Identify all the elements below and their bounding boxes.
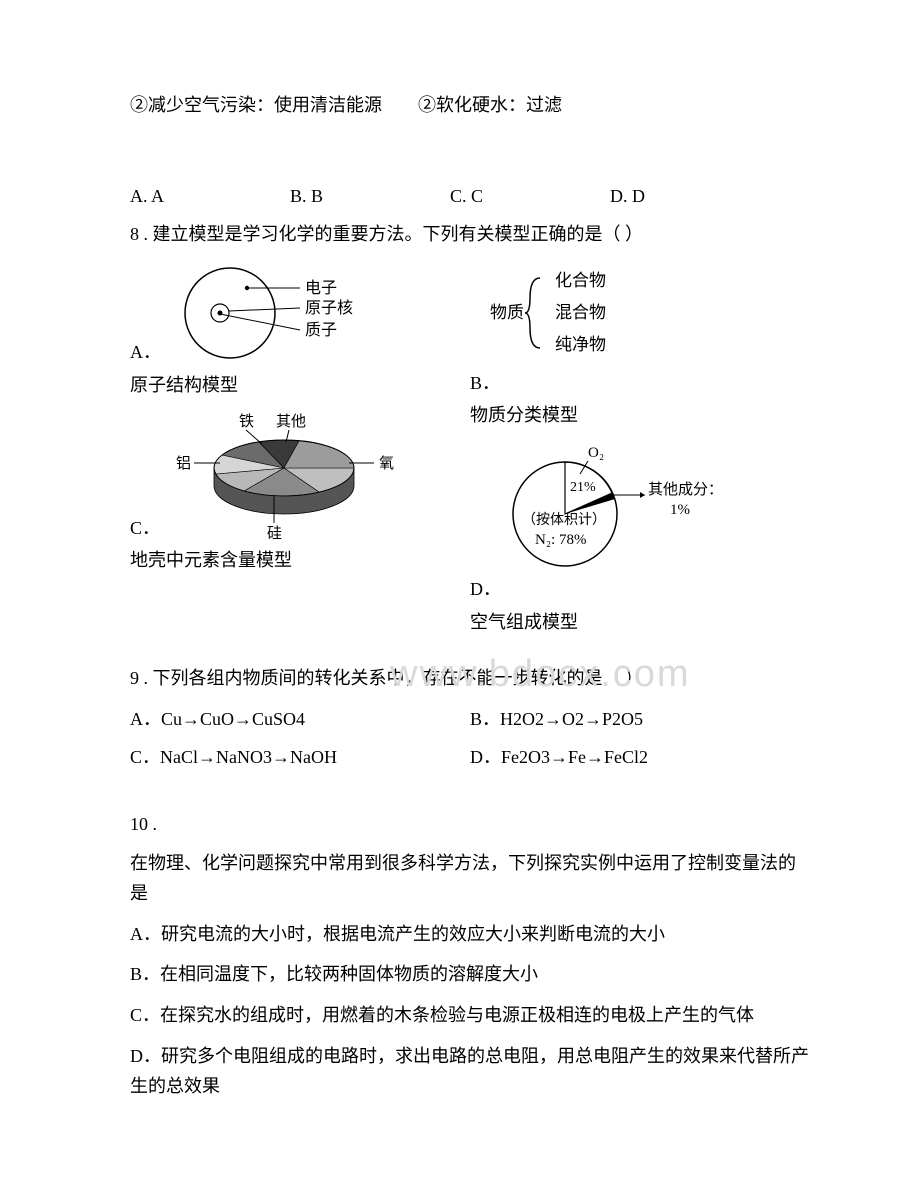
svg-text:铝: 铝 (176, 455, 191, 472)
air-composition-diagram: O₂ 21% 其他成分： 1% （按体积计） N₂: 78% (470, 439, 740, 574)
q9-stem: 9 . 下列各组内物质间的转化关系中，存在不能一步转化的是（ ） (130, 663, 810, 694)
q8-caption-c: 地壳中元素含量模型 (130, 545, 470, 576)
q8-marker-c: C． (130, 513, 160, 544)
svg-text:纯净物: 纯净物 (555, 335, 606, 354)
svg-text:其他成分：: 其他成分： (648, 481, 723, 498)
svg-text:化合物: 化合物 (555, 271, 606, 290)
svg-text:（按体积计）: （按体积计） (522, 512, 606, 528)
q8-option-a: A． 电子 原子核 质子 原子结构模型 (130, 258, 470, 401)
svg-text:质子: 质子 (305, 321, 337, 339)
q8-caption-b: 物质分类模型 (470, 400, 810, 431)
q7-statement: ②减少空气污染：使用清洁能源 ②软化硬水：过滤 (130, 90, 810, 121)
svg-text:原子核: 原子核 (305, 299, 353, 317)
q7-opt-d: D. D (610, 181, 770, 212)
q10-stem: 在物理、化学问题探究中常用到很多科学方法，下列探究实例中运用了控制变量法的是 (130, 848, 810, 909)
q8-marker-a: A． (130, 337, 161, 368)
q10-opt-a: A．研究电流的大小时，根据电流产生的效应大小来判断电流的大小 (130, 919, 810, 950)
q10-opt-c: C．在探究水的组成时，用燃着的木条检验与电源正极相连的电极上产生的气体 (130, 1000, 810, 1031)
svg-text:N₂: 78%: N₂: 78% (535, 532, 586, 548)
earth-crust-pie-diagram: 铁 其他 氧 硅 铝 (164, 408, 414, 543)
svg-text:混合物: 混合物 (555, 303, 606, 322)
q7-opt-b: B. B (290, 181, 450, 212)
q8-option-d: O₂ 21% 其他成分： 1% （按体积计） N₂: 78% D． 空气组成模型 (470, 439, 810, 637)
svg-text:21%: 21% (570, 480, 596, 495)
matter-classification-diagram: 物质 化合物 混合物 纯净物 (470, 258, 700, 368)
q8-option-b: 物质 化合物 混合物 纯净物 B． 物质分类模型 (470, 258, 810, 431)
q7-options: A. A B. B C. C D. D (130, 181, 810, 212)
q8-option-c: C． (130, 408, 470, 576)
q9-opt-b: B．H2O2→O2→P2O5 (470, 704, 810, 735)
svg-text:铁: 铁 (239, 413, 254, 430)
q7-opt-c: C. C (450, 181, 610, 212)
svg-text:氧: 氧 (379, 455, 394, 472)
svg-text:物质: 物质 (490, 303, 524, 322)
svg-text:其他: 其他 (276, 413, 306, 430)
q8-marker-d: D． (470, 579, 501, 599)
svg-text:电子: 电子 (305, 279, 337, 297)
q9-opt-c: C．NaCl→NaNO3→NaOH (130, 742, 470, 773)
q10-opt-b: B．在相同温度下，比较两种固体物质的溶解度大小 (130, 959, 810, 990)
q9-opt-d: D．Fe2O3→Fe→FeCl2 (470, 742, 810, 773)
q8-caption-d: 空气组成模型 (470, 607, 810, 638)
q7-opt-a: A. A (130, 181, 290, 212)
q10-num: 10 . (130, 809, 810, 840)
q9-opt-a: A．Cu→CuO→CuSO4 (130, 704, 470, 735)
q8-stem: 8 . 建立模型是学习化学的重要方法。下列有关模型正确的是（ ） (130, 219, 810, 250)
atom-structure-diagram: 电子 原子核 质子 (165, 258, 375, 368)
svg-text:O₂: O₂ (588, 445, 604, 461)
q8-marker-b: B． (470, 373, 500, 393)
q10-opt-d: D．研究多个电阻组成的电路时，求出电路的总电阻，用总电阻产生的效果来代替所产生的… (130, 1041, 810, 1102)
q9-options: A．Cu→CuO→CuSO4 B．H2O2→O2→P2O5 C．NaCl→NaN… (130, 704, 810, 781)
svg-text:1%: 1% (670, 502, 690, 518)
q8-caption-a: 原子结构模型 (130, 370, 470, 401)
svg-text:硅: 硅 (267, 525, 282, 542)
